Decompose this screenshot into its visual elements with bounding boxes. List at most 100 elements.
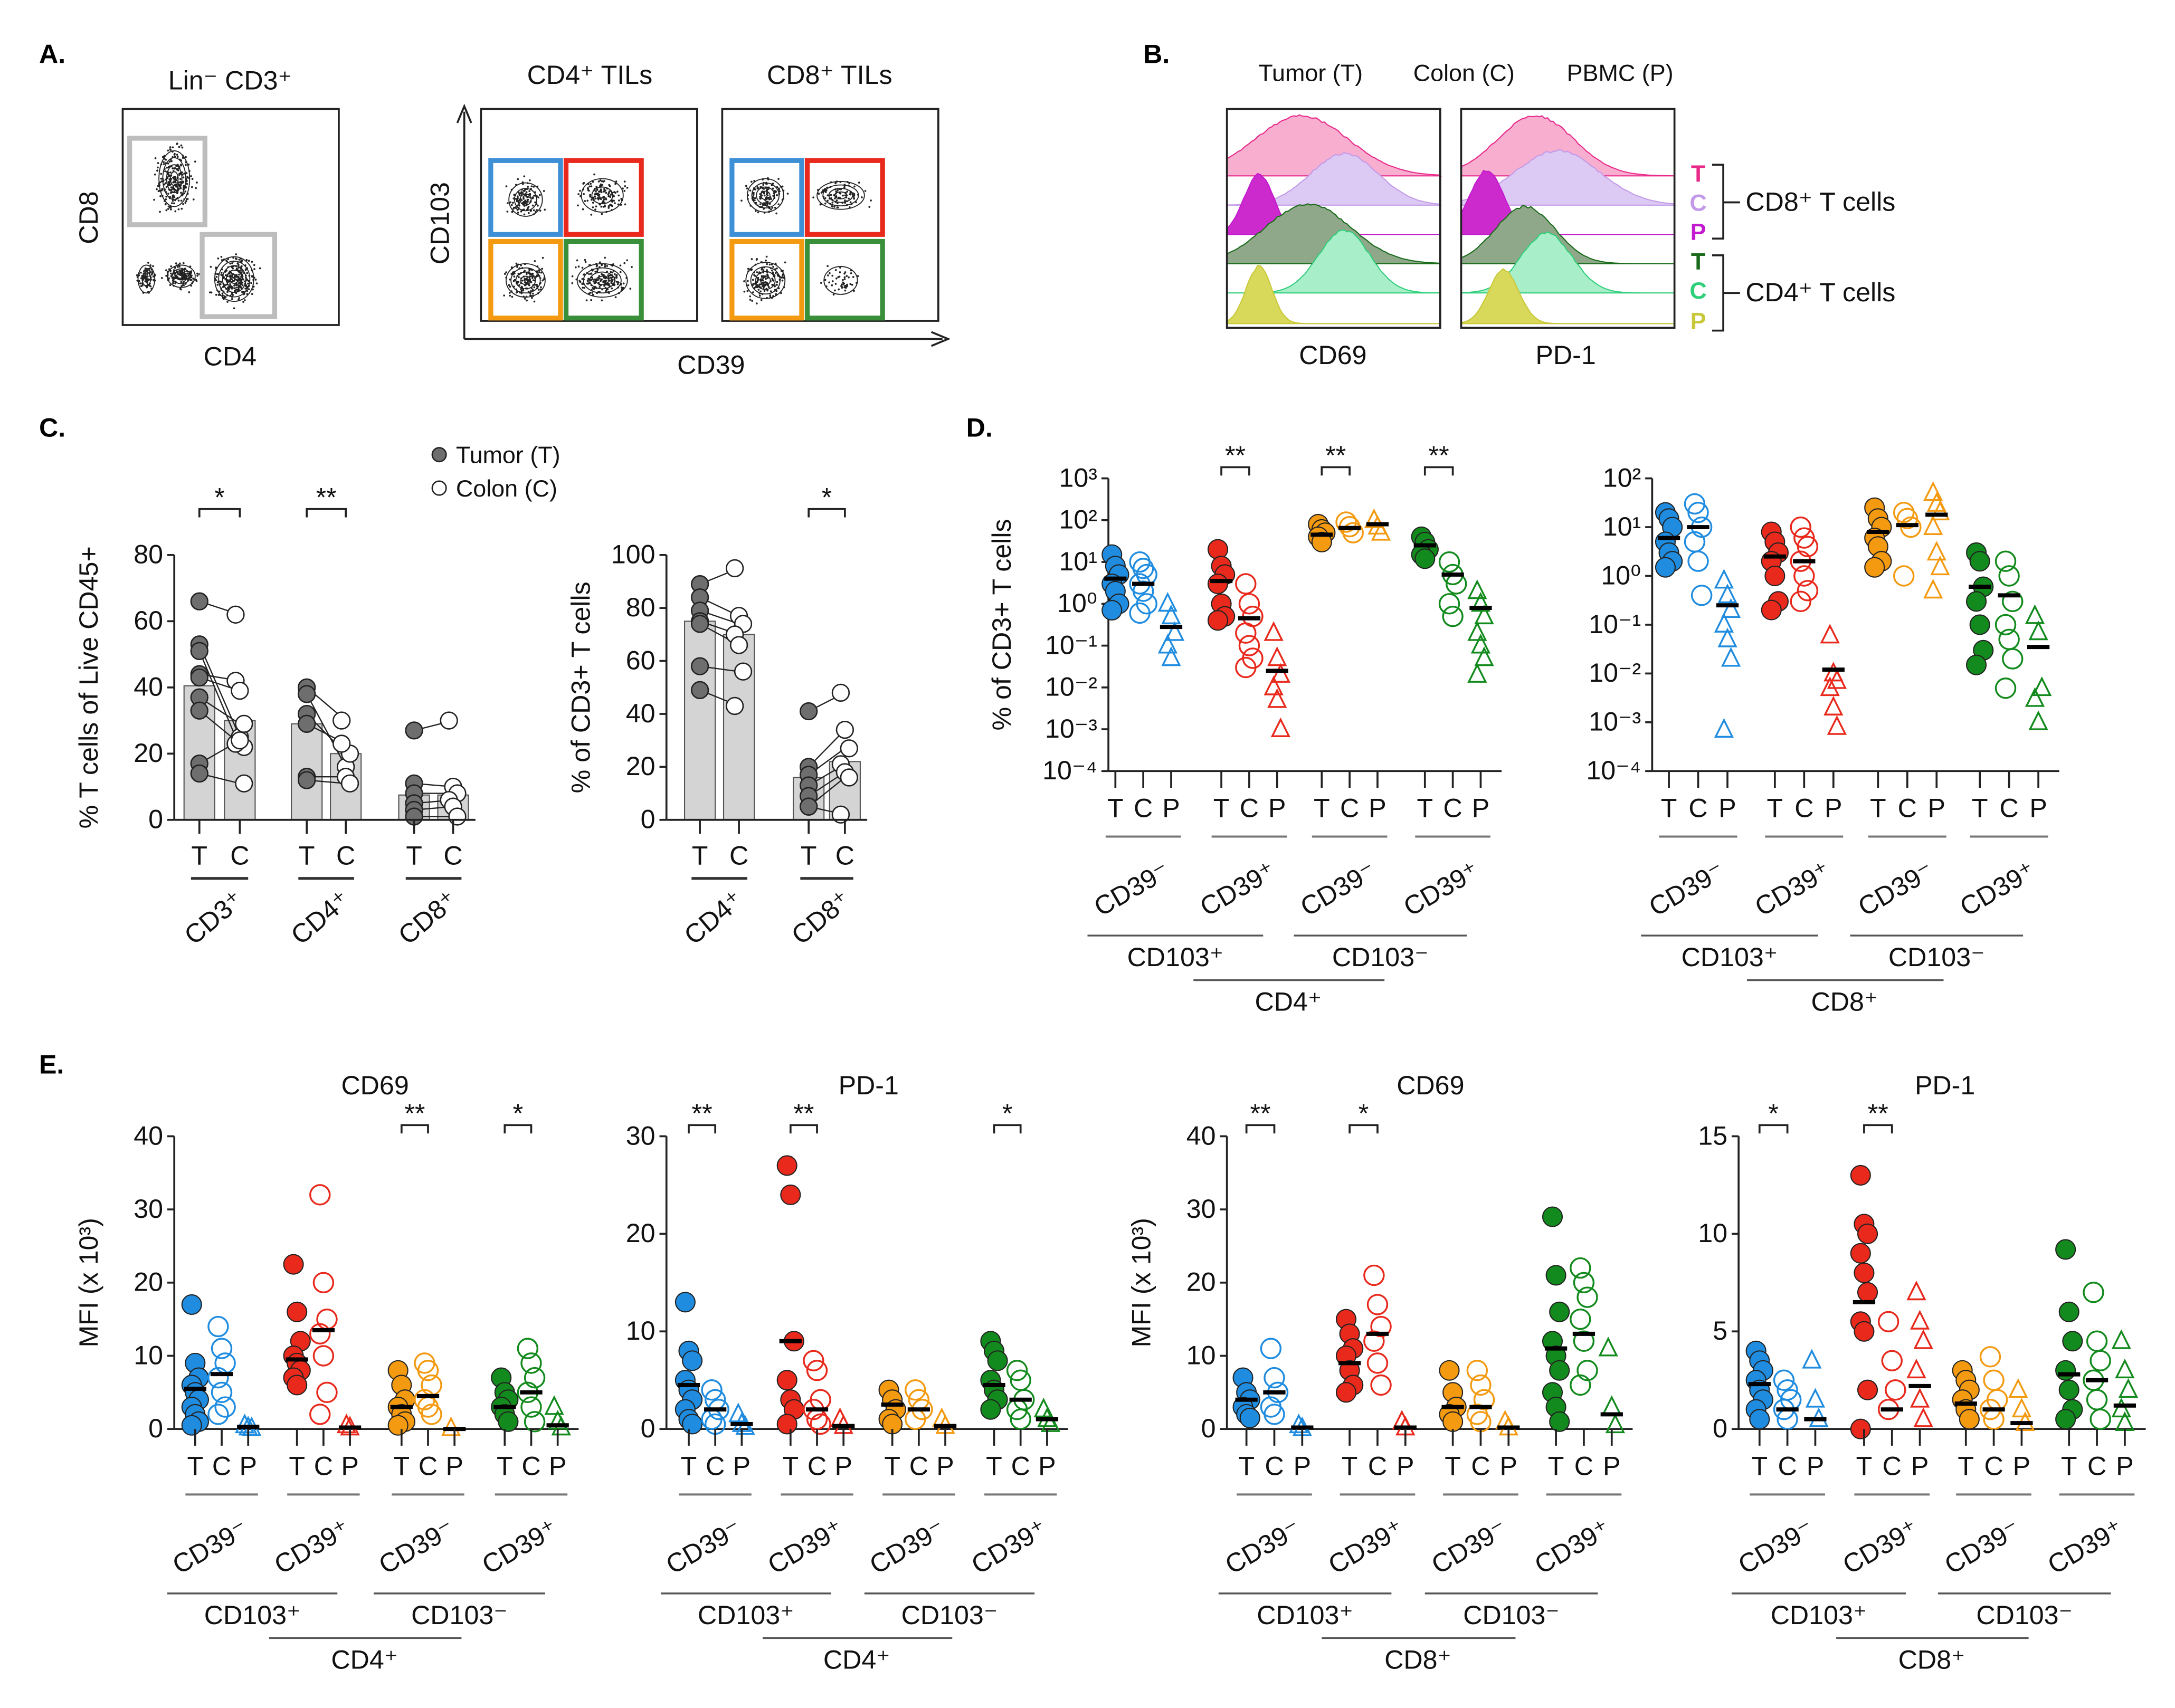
event-dot	[778, 188, 780, 190]
event-dot	[849, 201, 852, 204]
event-dot	[611, 271, 614, 274]
event-dot	[766, 188, 768, 190]
point-colon	[309, 1404, 331, 1425]
point-colon	[1690, 585, 1713, 606]
event-dot	[516, 199, 518, 202]
event-dot	[515, 207, 517, 209]
event-dot	[233, 276, 235, 279]
event-dot	[239, 281, 241, 284]
point-colon	[905, 1379, 926, 1401]
event-dot	[775, 290, 778, 292]
event-dot	[579, 189, 581, 192]
subgroup-label: CD39⁺	[1838, 1513, 1923, 1580]
point-tumor	[2062, 1331, 2083, 1352]
point-colon	[207, 1315, 229, 1338]
event-dot	[517, 212, 519, 214]
event-dot	[594, 195, 596, 198]
point-tumor	[287, 1301, 308, 1322]
density-contour	[581, 178, 624, 213]
point-pbmc	[1605, 1413, 1625, 1434]
subgroup-label: CD39⁺	[1750, 855, 1836, 922]
event-dot	[180, 288, 182, 291]
event-dot	[146, 273, 148, 275]
point-colon	[1366, 1352, 1389, 1374]
event-dot	[508, 284, 510, 287]
event-dot	[167, 208, 169, 210]
event-dot	[232, 280, 234, 282]
y-tick-label: 30	[1186, 1194, 1216, 1224]
subgroup-label: CD39⁺	[1195, 855, 1280, 922]
event-dot	[174, 274, 176, 276]
population-label: CD8⁺	[1811, 987, 1878, 1017]
point-tumor	[776, 1155, 797, 1176]
event-dot	[151, 272, 154, 274]
x-tick-label: T	[191, 841, 207, 870]
event-dot	[824, 191, 827, 193]
density-contour	[745, 262, 786, 299]
event-dot	[752, 196, 754, 198]
point-tumor	[776, 1414, 797, 1435]
panel-label-d: D.	[966, 413, 993, 442]
event-dot	[609, 280, 611, 282]
x-tick-label: C	[1134, 793, 1153, 823]
event-dot	[524, 202, 527, 204]
gate-label-cd103neg: CD103⁻	[411, 1600, 508, 1630]
event-dot	[610, 276, 612, 279]
event-dot	[235, 253, 238, 255]
point-colon	[1570, 1308, 1591, 1330]
event-dot	[603, 198, 605, 201]
event-dot	[177, 199, 180, 202]
event-dot	[590, 198, 593, 201]
event-dot	[600, 205, 603, 208]
event-dot	[184, 190, 187, 193]
y-tick-label: 10³	[1059, 463, 1097, 492]
event-dot	[509, 278, 511, 281]
event-dot	[217, 257, 220, 260]
point-pbmc	[544, 1395, 564, 1415]
point-tumor	[1101, 600, 1123, 621]
event-dot	[603, 274, 605, 276]
point-colon	[421, 1404, 442, 1425]
x-tick-label: T	[289, 1451, 305, 1481]
point-pbmc	[1270, 717, 1290, 737]
event-dot	[759, 290, 762, 293]
dot-colon	[340, 774, 359, 793]
event-dot	[762, 204, 764, 206]
event-dot	[533, 194, 535, 197]
event-dot	[590, 299, 592, 301]
event-dot	[146, 286, 148, 289]
event-dot	[592, 293, 594, 296]
significance-stars: **	[1225, 441, 1246, 470]
density-contour	[170, 171, 179, 186]
chart-D-left: 10⁻⁴ 10⁻³ 10⁻² 10⁻¹ 10⁰ 10¹ 10² 10³ % of CD3+ T …	[987, 441, 1502, 1017]
y-tick-label: 20	[626, 1218, 656, 1248]
event-dot	[524, 298, 526, 300]
event-dot	[579, 281, 582, 283]
event-dot	[234, 278, 236, 281]
density-contour	[750, 266, 781, 295]
point-colon	[524, 1367, 546, 1389]
dot-tumor	[297, 714, 316, 733]
event-dot	[233, 307, 235, 310]
y-tick-label: 10⁻¹	[1045, 630, 1097, 660]
event-dot	[777, 274, 779, 277]
y-tick-label: 10⁻²	[1045, 672, 1097, 702]
event-dot	[848, 197, 850, 200]
gate-label-cd103neg: CD103⁻	[1888, 942, 1985, 972]
event-dot	[515, 262, 518, 265]
event-dot	[208, 291, 211, 293]
point-tumor	[2055, 1360, 2076, 1381]
event-dot	[770, 198, 772, 200]
point-colon	[1006, 1360, 1028, 1381]
event-dot	[756, 187, 759, 189]
point-tumor	[1857, 1223, 1878, 1244]
y-tick-label: 10	[1186, 1340, 1216, 1370]
event-dot	[843, 272, 846, 275]
category-label: CD8⁺	[393, 885, 463, 950]
event-dot	[822, 189, 824, 192]
event-dot	[241, 260, 243, 262]
event-dot	[172, 194, 174, 197]
event-dot	[766, 269, 768, 271]
event-dot	[235, 258, 238, 260]
